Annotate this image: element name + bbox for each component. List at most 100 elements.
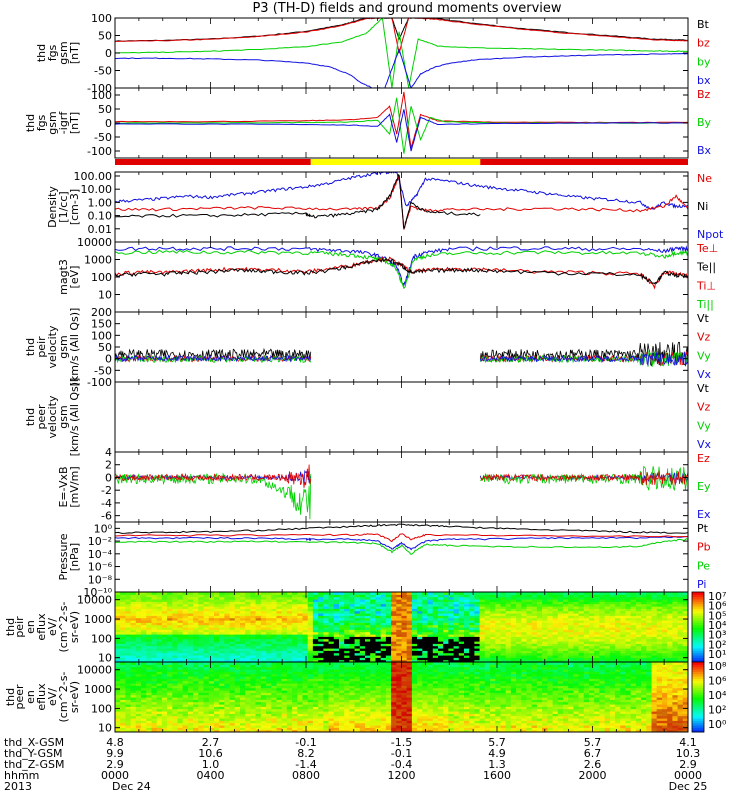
spectrogram-cell bbox=[672, 594, 679, 598]
spectrogram-cell bbox=[552, 592, 559, 595]
spectrogram-cell bbox=[292, 636, 298, 640]
spectrogram-cell bbox=[203, 725, 210, 728]
spectrogram-cell bbox=[156, 727, 163, 731]
spectrogram-cell bbox=[359, 638, 366, 642]
spectrogram-cell bbox=[312, 610, 319, 614]
spectrogram-cell bbox=[312, 655, 319, 658]
spectrogram-cell bbox=[234, 718, 241, 721]
spectrogram-cell bbox=[646, 610, 653, 614]
spectrogram-cell bbox=[677, 624, 684, 628]
spectrogram-cell bbox=[146, 627, 153, 630]
spectrogram-cell bbox=[615, 596, 621, 600]
spectrogram-cell bbox=[115, 713, 121, 717]
spectrogram-cell bbox=[203, 662, 210, 665]
spectrogram-cell bbox=[521, 641, 528, 644]
spectrogram-cell bbox=[417, 606, 423, 609]
spectrogram-cell bbox=[234, 676, 241, 679]
spectrogram-cell bbox=[380, 599, 387, 602]
spectrogram-cell bbox=[599, 622, 606, 626]
spectrogram-cell bbox=[521, 601, 528, 605]
spectrogram-cell bbox=[339, 650, 345, 654]
spectrogram-cell bbox=[135, 673, 142, 677]
spectrogram-cell bbox=[245, 692, 251, 696]
spectrogram-cell bbox=[115, 620, 121, 623]
spectrogram-cell bbox=[333, 594, 340, 598]
spectrogram-cell bbox=[521, 634, 528, 637]
spectrogram-cell bbox=[370, 636, 376, 640]
spectrogram-cell bbox=[172, 697, 179, 700]
spectrogram-cell bbox=[401, 655, 408, 658]
panel-frame bbox=[114, 521, 689, 593]
spectrogram-cell bbox=[208, 592, 215, 595]
spectrogram-cell bbox=[385, 629, 392, 633]
spectrogram-cell bbox=[260, 690, 267, 693]
spectrogram-cell bbox=[130, 648, 137, 651]
spectrogram-cell bbox=[510, 641, 517, 644]
spectrogram-cell bbox=[130, 638, 137, 642]
spectrogram-cell bbox=[135, 606, 142, 609]
spectrogram-cell bbox=[505, 606, 512, 609]
spectrogram-cell bbox=[484, 657, 491, 661]
spectrogram-cell bbox=[187, 622, 194, 626]
spectrogram-cell bbox=[297, 608, 304, 612]
spectrogram-cell bbox=[469, 648, 475, 651]
spectrogram-cell bbox=[130, 664, 137, 668]
spectrogram-cell bbox=[125, 727, 132, 731]
spectrogram-cell bbox=[573, 659, 580, 662]
spectrogram-cell bbox=[281, 645, 288, 649]
spectrogram-cell bbox=[135, 652, 142, 656]
spectrogram-cell bbox=[130, 620, 137, 623]
spectrogram-cell bbox=[156, 638, 163, 642]
spectrogram-cell bbox=[260, 655, 267, 658]
spectrogram-cell bbox=[281, 610, 288, 614]
spectrogram-cell bbox=[115, 629, 121, 633]
spectrogram-cell bbox=[323, 631, 330, 635]
spectrogram-cell bbox=[297, 599, 304, 602]
spectrogram-cell bbox=[255, 634, 262, 637]
spectrogram-cell bbox=[573, 631, 580, 635]
spectrogram-cell bbox=[141, 678, 147, 682]
spectrogram-cell bbox=[224, 652, 231, 656]
spectrogram-cell bbox=[516, 648, 522, 651]
spectrogram-cell bbox=[323, 657, 330, 661]
spectrogram-cell bbox=[510, 627, 517, 630]
spectrogram-cell bbox=[604, 603, 611, 607]
spectrogram-cell bbox=[250, 629, 257, 633]
spectrogram-cell bbox=[490, 603, 496, 607]
spectrogram-cell bbox=[312, 613, 319, 616]
spectrogram-cell bbox=[276, 708, 283, 712]
spectrogram-cell bbox=[495, 624, 502, 628]
spectrogram-cell bbox=[333, 643, 340, 647]
spectrogram-cell bbox=[563, 603, 569, 607]
spectrogram-cell bbox=[177, 648, 184, 651]
spectrogram-cell bbox=[349, 617, 356, 621]
spectrogram-cell bbox=[339, 608, 345, 612]
spectrogram-cell bbox=[500, 641, 507, 644]
spectrogram-cell bbox=[151, 608, 158, 612]
spectrogram-cell bbox=[458, 615, 465, 619]
spectrogram-cell bbox=[292, 601, 298, 605]
spectrogram-cell bbox=[620, 645, 627, 649]
spectrogram-cell bbox=[583, 594, 590, 598]
spectrogram-cell bbox=[354, 617, 361, 621]
spectrogram-cell bbox=[240, 664, 246, 668]
plot-area-pressure bbox=[115, 523, 688, 555]
spectrogram-cell bbox=[438, 641, 444, 644]
spectrogram-cell bbox=[177, 603, 184, 607]
spectrogram-cell bbox=[266, 669, 272, 672]
spectrogram-cell bbox=[625, 631, 632, 635]
spectrogram-cell bbox=[531, 631, 538, 635]
spectrogram-cell bbox=[365, 599, 371, 602]
spectrogram-cell bbox=[443, 634, 449, 637]
spectrogram-cell bbox=[630, 594, 637, 598]
spectrogram-cell bbox=[125, 659, 132, 662]
spectrogram-cell bbox=[573, 592, 580, 595]
spectrogram-cell bbox=[161, 620, 168, 623]
spectrogram-cell bbox=[203, 601, 210, 605]
spectrogram-cell bbox=[458, 659, 465, 662]
spectrogram-cell bbox=[224, 641, 231, 644]
spectrogram-cell bbox=[297, 648, 304, 651]
spectrogram-cell bbox=[662, 652, 668, 656]
spectrogram-cell bbox=[245, 652, 251, 656]
